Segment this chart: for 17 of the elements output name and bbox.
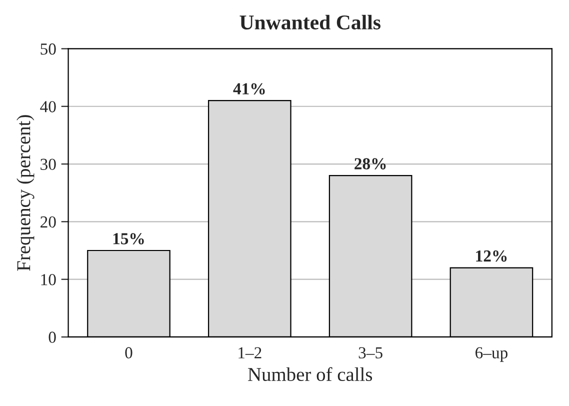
data-label: 12% [476,250,507,262]
x-tick-label: 6–up [476,347,508,362]
y-tick-label: 20 [40,216,56,228]
y-tick-label: 30 [40,158,56,170]
data-label: 15% [113,233,144,244]
x-tick-label: 1–2 [238,347,262,358]
y-axis-title: Frequency (percent) [16,115,34,271]
data-label: 41% [233,83,265,94]
x-axis-title: Number of calls [248,367,372,382]
y-tick-label: 50 [40,43,56,55]
y-tick-label: 40 [40,101,56,112]
chart-title: Unwanted Calls [240,14,380,30]
y-tick-label: 0 [48,332,56,343]
x-tick-label: 0 [125,347,132,358]
y-tick-label: 10 [41,274,56,286]
x-tick-label: 3–5 [358,347,382,358]
data-label: 28% [354,158,386,170]
